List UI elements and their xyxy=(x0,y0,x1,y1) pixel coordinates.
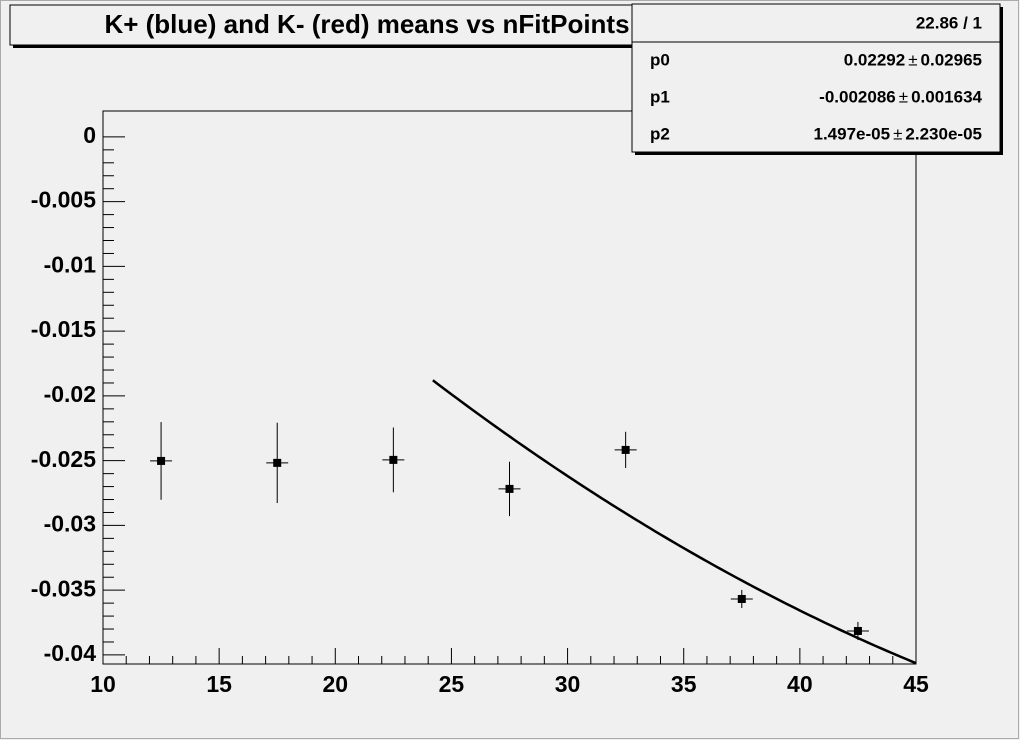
x-tick-label: 40 xyxy=(787,671,813,697)
x-tick-label: 20 xyxy=(322,671,348,697)
param-value: 1.497e-05 xyxy=(814,124,891,143)
y-tick-label: -0.01 xyxy=(44,251,97,277)
param-name: p2 xyxy=(650,124,670,143)
frame xyxy=(102,110,917,665)
y-tick-label: -0.03 xyxy=(44,511,96,537)
y-tick-label: -0.005 xyxy=(31,187,96,213)
param-error: 0.001634 xyxy=(911,87,982,106)
param-error: 2.230e-05 xyxy=(905,124,982,143)
chi2: 22.86 / 1 xyxy=(916,13,982,32)
chart-title: K+ (blue) and K- (red) means vs nFitPoin… xyxy=(104,9,629,39)
title-box xyxy=(9,4,725,46)
y-tick-label: -0.035 xyxy=(31,575,96,601)
param-pm: ± xyxy=(899,87,908,106)
param-pm: ± xyxy=(908,50,917,69)
marker xyxy=(157,456,166,465)
x-tick-label: 15 xyxy=(206,671,232,697)
marker xyxy=(621,445,630,454)
y-tick-label: 0 xyxy=(83,122,96,148)
y-tick-label: -0.015 xyxy=(31,316,96,342)
param-value: -0.002086 xyxy=(819,87,896,106)
stats-box xyxy=(631,3,1001,153)
y-tick-label: -0.025 xyxy=(31,446,96,472)
marker xyxy=(737,594,746,603)
y-tick-label: -0.02 xyxy=(44,381,96,407)
marker xyxy=(389,455,398,464)
param-error: 0.02965 xyxy=(921,50,982,69)
param-value: 0.02292 xyxy=(844,50,905,69)
param-name: p1 xyxy=(650,87,670,106)
marker xyxy=(273,458,282,467)
marker xyxy=(853,626,862,635)
param-pm: ± xyxy=(893,124,902,143)
x-tick-label: 25 xyxy=(439,671,465,697)
marker xyxy=(505,484,514,493)
y-tick-label: -0.04 xyxy=(44,640,97,666)
fit-curve xyxy=(432,379,917,665)
x-tick-label: 45 xyxy=(903,671,929,697)
x-tick-label: 30 xyxy=(555,671,581,697)
param-name: p0 xyxy=(650,50,670,69)
x-tick-label: 10 xyxy=(90,671,116,697)
x-tick-label: 35 xyxy=(671,671,697,697)
